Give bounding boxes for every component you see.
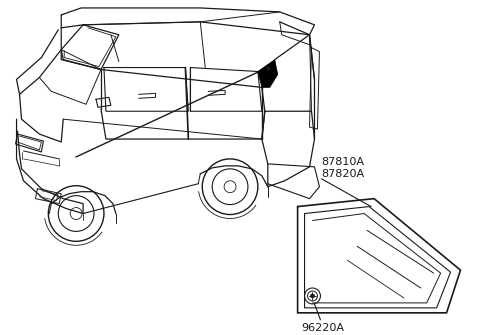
Text: 87820A: 87820A bbox=[322, 169, 365, 179]
Text: 96220A: 96220A bbox=[301, 323, 345, 333]
Polygon shape bbox=[258, 60, 278, 87]
Circle shape bbox=[311, 294, 314, 298]
Text: 87810A: 87810A bbox=[322, 157, 364, 167]
